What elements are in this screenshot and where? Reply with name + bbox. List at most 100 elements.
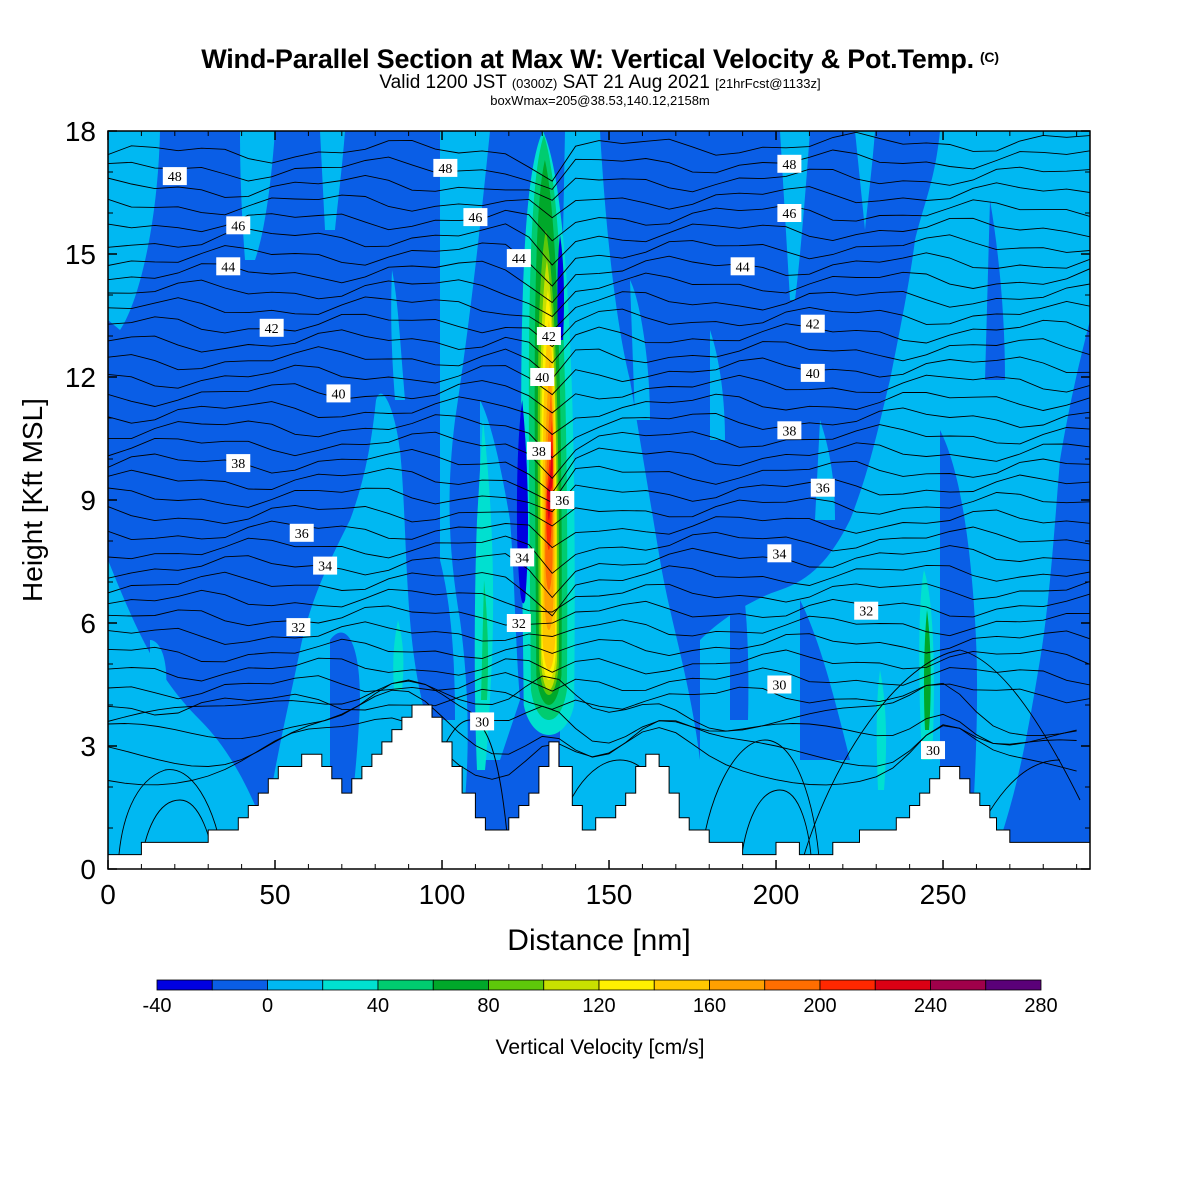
chart-subtitle: Valid 1200 JST (0300Z) SAT 21 Aug 2021 [… <box>0 72 1200 94</box>
theta-label-box <box>767 544 792 563</box>
theta-label-text: 34 <box>318 560 332 575</box>
colorbar-tick-label: 160 <box>693 995 726 1017</box>
theta-label-box <box>854 601 879 620</box>
w-region-light-blue <box>108 560 265 869</box>
theta-label-box <box>226 216 251 235</box>
theta-contour-label: 44 <box>730 257 755 276</box>
theta-label-box <box>326 384 351 403</box>
colorbar-swatch <box>211 979 268 991</box>
theta-contour-line <box>108 509 1090 549</box>
theta-label-text: 32 <box>291 621 305 636</box>
theta-contour-label: 36 <box>289 523 314 542</box>
theta-label-box <box>530 368 555 386</box>
theta-contour-label: 34 <box>767 544 792 563</box>
w-region-green <box>481 580 488 700</box>
theta-label-text: 48 <box>168 170 182 185</box>
x-tick-label: 200 <box>753 879 800 910</box>
copyright-mark: (C) <box>979 49 999 65</box>
y-tick-label: 3 <box>80 731 96 762</box>
downdraft-core-upper <box>557 235 564 340</box>
theta-label-text: 36 <box>295 527 309 542</box>
colorbar-tick-label: 0 <box>262 995 273 1017</box>
theta-label-box <box>800 314 825 333</box>
colorbar-swatch <box>930 979 987 991</box>
theta-label-text: 34 <box>772 547 786 562</box>
w-region-light-blue <box>630 280 650 420</box>
theta-contour-line <box>799 649 1081 869</box>
w-region-cyan <box>876 670 887 790</box>
colorbar-tick-label: 40 <box>367 995 389 1017</box>
theta-contour-label: 36 <box>810 478 835 497</box>
theta-contour-label: 34 <box>510 548 535 567</box>
theta-label-box <box>216 257 241 276</box>
plot-area <box>108 131 1090 869</box>
theta-contour-label: 46 <box>463 208 488 227</box>
colorbar-swatch <box>653 979 710 991</box>
theta-contour-line <box>108 283 1090 332</box>
theta-contour-label: 38 <box>226 454 251 473</box>
y-tick-label: 0 <box>80 854 96 885</box>
theta-contour-label: 48 <box>433 158 458 177</box>
theta-contour-line <box>108 564 1090 617</box>
theta-label-box <box>767 675 792 694</box>
theta-label-box <box>921 741 946 760</box>
theta-contour-label: 42 <box>536 327 561 345</box>
colorbar-swatch <box>156 979 213 991</box>
theta-contour-line <box>108 131 1090 182</box>
colorbar-swatch <box>819 979 876 991</box>
y-tick-label: 9 <box>80 485 96 516</box>
theta-contour-line <box>108 679 1077 746</box>
theta-label-text: 42 <box>265 322 279 337</box>
theta-label-text: 48 <box>438 162 452 177</box>
forecast-info: [21hrFcst@1133z] <box>715 76 821 91</box>
w-region-light-blue <box>320 131 345 230</box>
theta-label-text: 30 <box>475 715 489 730</box>
theta-contour-label: 38 <box>526 441 551 460</box>
theta-label-box <box>510 548 535 567</box>
w-region-light-blue <box>1045 131 1090 300</box>
theta-label-box <box>463 208 488 227</box>
theta-label-box <box>526 441 551 460</box>
chart-title: Wind-Parallel Section at Max W: Vertical… <box>0 44 1200 75</box>
theta-label-text: 46 <box>782 207 796 222</box>
theta-contour-line <box>108 612 1090 645</box>
theta-contour-label: 44 <box>506 249 531 268</box>
colorbar-tick-label: 280 <box>1024 995 1057 1017</box>
theta-contour-line <box>108 407 1090 459</box>
colorbar-swatch <box>322 979 379 991</box>
colorbar-tick-label: 120 <box>582 995 615 1017</box>
theta-contour-line <box>108 630 1090 663</box>
theta-label-box <box>470 712 495 731</box>
theta-label-text: 32 <box>512 617 526 632</box>
w-region-light-blue <box>391 270 405 400</box>
y-axis-label: Height [Kft MSL] <box>17 398 48 602</box>
theta-label-text: 42 <box>542 330 556 345</box>
w-region-cyan <box>393 620 404 690</box>
theta-contour-line <box>108 392 1090 436</box>
colorbar-swatch <box>488 979 545 991</box>
theta-contour-label: 36 <box>550 491 575 509</box>
theta-contour-label: 42 <box>800 314 825 333</box>
colorbar-swatch <box>267 979 324 991</box>
terrain <box>108 704 1090 869</box>
x-tick-label: 50 <box>259 879 290 910</box>
theta-label-box <box>162 167 187 186</box>
theta-contour-line <box>108 338 1090 380</box>
theta-label-box <box>289 523 314 542</box>
theta-label-box <box>226 454 251 473</box>
theta-label-text: 30 <box>926 744 940 759</box>
theta-contour-label: 30 <box>470 712 495 731</box>
theta-contour-line <box>108 717 1077 786</box>
theta-contour-line <box>108 268 1090 318</box>
theta-contour-label: 32 <box>286 618 311 637</box>
theta-contour-label: 42 <box>259 318 284 337</box>
theta-label-text: 38 <box>782 424 796 439</box>
theta-contour-line <box>108 649 1090 682</box>
theta-label-text: 30 <box>772 679 786 694</box>
theta-contour-line <box>108 166 1090 201</box>
theta-contour-line <box>108 252 1090 304</box>
theta-contour-line <box>108 319 1090 364</box>
theta-label-box <box>286 618 311 637</box>
x-axis-label: Distance [nm] <box>507 924 690 957</box>
